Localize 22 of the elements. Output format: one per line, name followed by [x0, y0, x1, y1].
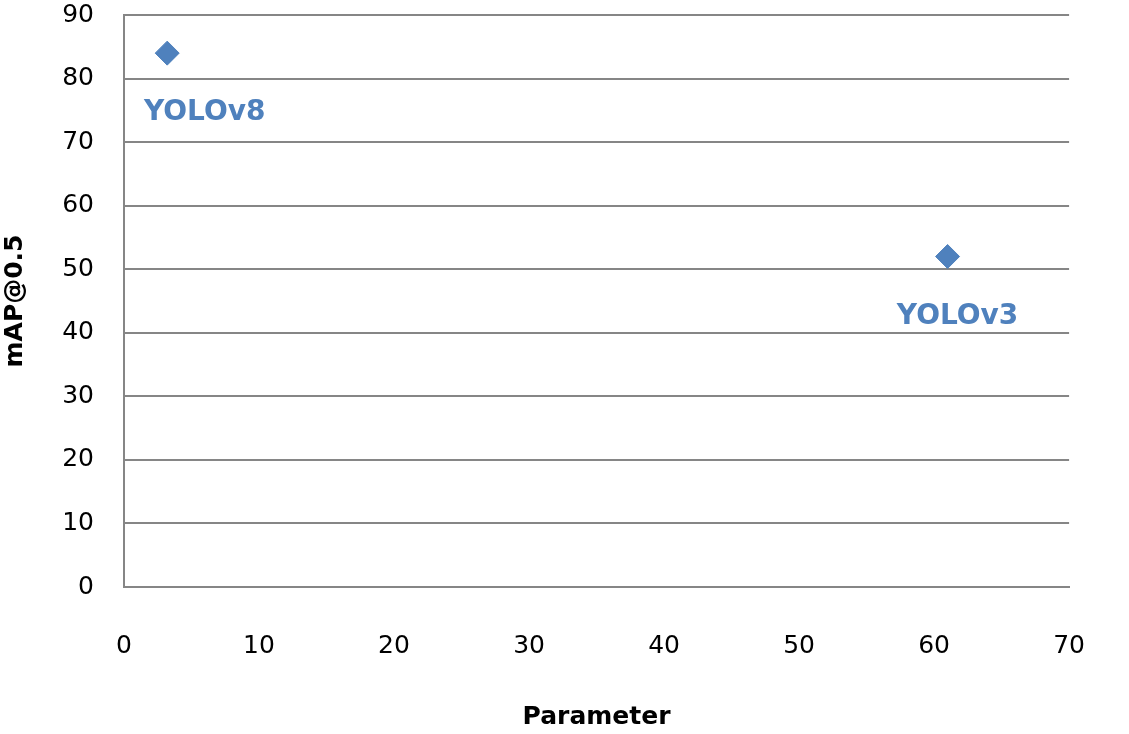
y-tick-label: 10 [62, 506, 94, 536]
y-tick-label: 70 [62, 125, 94, 155]
y-axis-title: mAP@0.5 [0, 234, 28, 368]
x-axis-title: Parameter [522, 700, 672, 730]
y-tick-label: 50 [62, 252, 94, 282]
x-tick-label: 0 [116, 629, 132, 659]
x-tick-label: 40 [648, 629, 680, 659]
series-label: YOLOv8 [143, 94, 266, 128]
x-tick-label: 20 [378, 629, 410, 659]
y-tick-label: 80 [62, 62, 94, 92]
y-tick-label: 0 [78, 570, 94, 600]
y-tick-label: 20 [62, 443, 94, 473]
x-tick-label: 60 [918, 629, 950, 659]
x-tick-label: 70 [1053, 629, 1085, 659]
x-tick-label: 50 [783, 629, 815, 659]
x-tick-label: 30 [513, 629, 545, 659]
y-tick-label: 30 [62, 379, 94, 409]
y-tick-label: 40 [62, 316, 94, 346]
series-label: YOLOv3 [895, 297, 1019, 331]
y-tick-label: 60 [62, 189, 94, 219]
y-tick-label: 90 [62, 0, 94, 28]
x-tick-label: 10 [243, 629, 275, 659]
